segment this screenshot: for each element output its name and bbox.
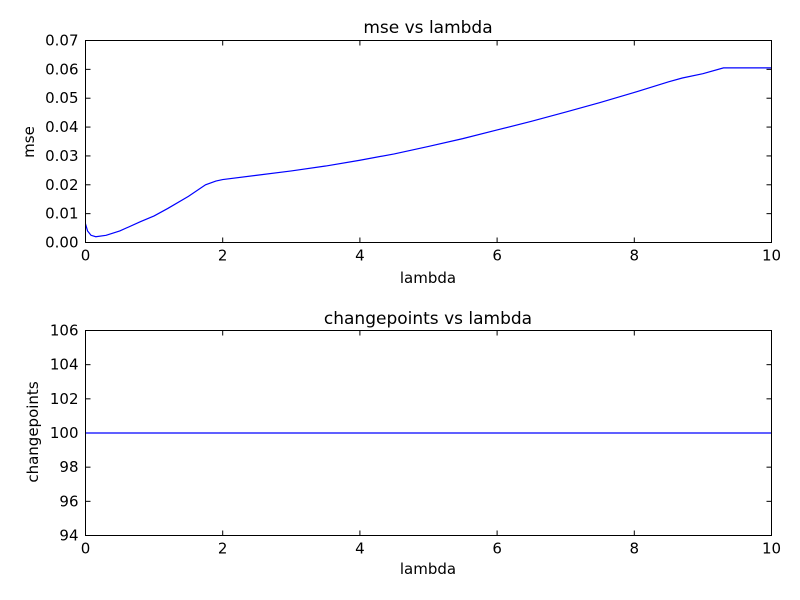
changepoints-plot-frame [85,330,772,536]
changepoints-subplot: changepoints vs lambda lambda changepoin… [24,309,781,578]
mse-x-tick-label: 4 [355,247,365,265]
mse-series-line [84,67,772,238]
mse-y-axis-label: mse [20,126,38,158]
mse-x-axis-label: lambda [400,269,456,287]
changepoints-y-tick-label: 104 [50,356,79,374]
changepoints-x-axis-label: lambda [400,560,456,578]
changepoints-ticks: 0 2 4 6 8 10 94 96 98 100 102 104 106 [50,322,781,558]
mse-chart-title: mse vs lambda [363,18,492,38]
mse-x-tick-label: 8 [630,247,640,265]
changepoints-x-tick-label: 10 [762,540,781,558]
changepoints-y-tick-label: 96 [59,492,78,510]
mse-y-tick-label: 0.00 [45,234,78,252]
changepoints-x-tick-label: 6 [492,540,502,558]
changepoints-y-tick-label: 98 [59,458,78,476]
mse-ticks: 0 2 4 6 8 10 0.00 0.01 0.02 0.03 0.04 0.05 0.06 0.07 [45,32,781,265]
mse-y-tick-label: 0.07 [45,32,78,50]
changepoints-y-tick-label: 102 [50,390,79,408]
changepoints-x-tick-label: 2 [218,540,228,558]
changepoints-x-tick-label: 4 [355,540,365,558]
mse-subplot: mse vs lambda lambda mse 0 2 4 6 8 10 0.00 0.01… [20,18,781,287]
changepoints-y-tick-label: 106 [50,322,79,340]
changepoints-y-tick-label: 100 [50,424,79,442]
mse-y-tick-label: 0.04 [45,118,78,136]
changepoints-y-tick-label: 94 [59,527,78,545]
mse-y-tick-label: 0.06 [45,60,78,78]
mse-x-tick-label: 6 [492,247,502,265]
mse-x-tick-label: 10 [762,247,781,265]
mse-plot-frame [85,40,772,243]
mse-x-tick-label: 0 [81,247,91,265]
changepoints-chart-title: changepoints vs lambda [324,309,532,329]
mse-y-tick-label: 0.02 [45,176,78,194]
changepoints-y-axis-label: changepoints [24,381,42,482]
changepoints-x-tick-label: 8 [630,540,640,558]
mse-y-tick-label: 0.03 [45,147,78,165]
mse-x-tick-label: 2 [218,247,228,265]
mse-y-tick-label: 0.05 [45,89,78,107]
changepoints-x-tick-label: 0 [81,540,91,558]
mse-y-tick-label: 0.01 [45,205,78,223]
